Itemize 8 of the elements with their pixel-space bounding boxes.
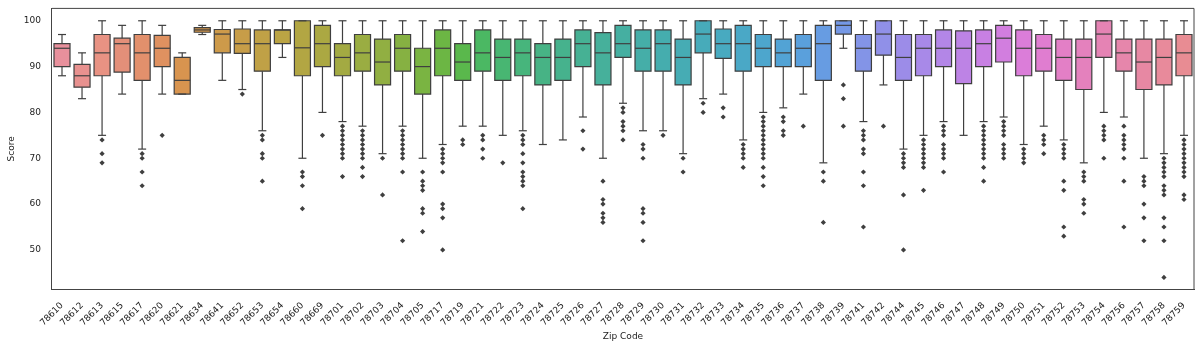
y-tick-label: 60 [29, 198, 42, 209]
y-tick-label: 100 [23, 15, 42, 26]
y-tick-label: 50 [29, 244, 42, 255]
y-tick-label: 70 [29, 152, 42, 163]
y-axis-title: Score [5, 135, 16, 162]
y-tick-label: 80 [29, 106, 42, 117]
y-tick-label: 90 [29, 60, 42, 71]
x-axis-title: Zip Code [602, 330, 644, 341]
